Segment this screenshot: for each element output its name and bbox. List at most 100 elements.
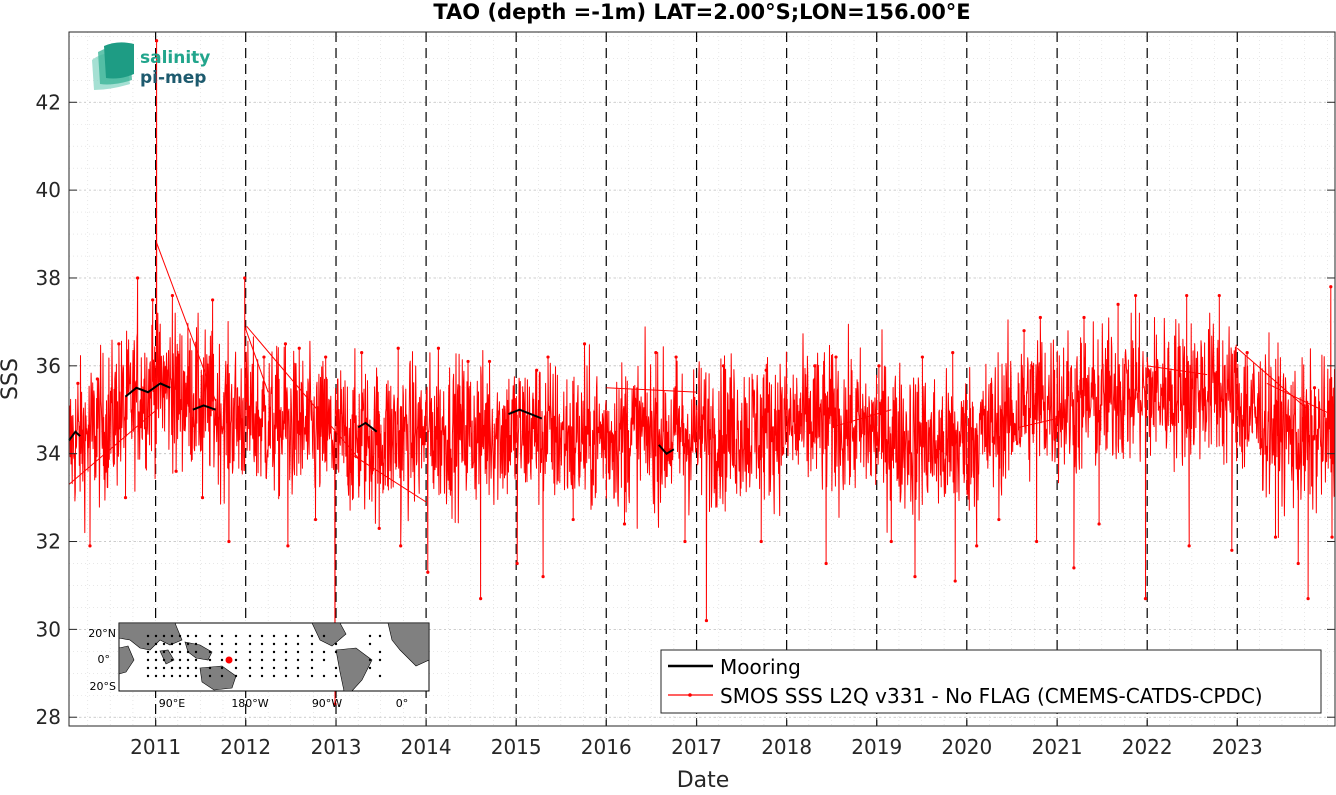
x-tick-label: 2016 [581,735,632,759]
smos-point [1097,522,1101,526]
smos-point [1116,302,1120,306]
smos-point [360,351,364,355]
buoy-dot [334,642,338,646]
buoy-dot [368,666,372,670]
buoy-dot [234,666,238,670]
inset-lon-label: 0° [396,697,409,710]
y-tick-label: 28 [36,705,61,729]
buoy-dot [162,642,166,646]
buoy-dot [296,666,300,670]
buoy-dot [272,650,276,654]
smos-point [95,377,99,381]
buoy-dot [334,666,338,670]
x-axis-label: Date [677,768,730,790]
smos-point [1230,548,1234,552]
smos-point [913,575,917,579]
y-tick-label: 38 [36,266,61,290]
smos-point [123,495,128,500]
buoy-dot [178,634,182,638]
smos-point [1187,544,1191,548]
x-tick-label: 2012 [220,735,271,759]
smos-point [297,346,301,350]
buoy-dot [194,674,198,678]
smos-point [211,298,215,302]
buoy-dot [170,642,174,646]
smos-point [834,355,838,359]
buoy-dot [284,658,288,662]
buoy-dot [194,650,198,654]
buoy-dot [170,650,174,654]
legend-marker-smos [688,693,692,697]
x-tick-label: 2015 [491,735,542,759]
smos-gap-line [244,326,269,393]
buoy-dot [178,674,182,678]
buoy-dot [322,674,326,678]
buoy-dot [154,650,158,654]
buoy-dot [208,658,212,662]
buoy-dot [194,658,198,662]
smos-point [1306,597,1310,601]
buoy-dot [186,674,190,678]
buoy-dot [334,650,338,654]
buoy-dot [186,650,190,654]
smos-point [324,355,328,359]
mooring-series-line [192,404,216,411]
mooring-series-line [508,408,543,420]
smos-point [487,359,492,364]
buoy-dot [220,666,224,670]
buoy-dot [170,674,174,678]
buoy-dot [272,658,276,662]
buoy-dot [220,634,224,638]
smos-point [920,355,924,359]
buoy-dot [368,658,372,662]
logo-text-pimep: pi-mep [140,68,206,88]
smos-point [535,368,539,372]
smos-gap-line [350,453,427,503]
buoy-dot [170,666,174,670]
buoy-dot [186,658,190,662]
smos-point [889,539,893,544]
buoy-dot [296,674,300,678]
buoy-dot [284,666,288,670]
buoy-dot [310,634,314,638]
smos-point [515,561,519,566]
smos-point [1245,351,1249,355]
buoy-dot [260,658,264,662]
y-tick-label: 40 [36,178,61,202]
buoy-dot [296,634,300,638]
smos-point [377,526,381,530]
y-tick-label: 34 [36,442,61,466]
smos-gap-line [1266,382,1332,415]
y-tick-label: 30 [36,617,61,641]
buoy-dot [234,634,238,638]
smos-gap-line [1019,418,1058,428]
logo-wave-icon [92,42,134,90]
buoy-dot [234,658,238,662]
buoy-dot [208,674,212,678]
legend-label-mooring: Mooring [720,655,801,679]
buoy-dot [162,658,166,662]
buoy-dot [208,650,212,654]
smos-point [1143,597,1148,601]
smos-point [283,342,288,346]
year-lines [155,32,1238,726]
smos-gap-line [246,325,359,459]
buoy-dot [248,634,252,638]
buoy-dot [178,650,182,654]
smos-point [1217,293,1221,298]
smos-point [1329,285,1333,289]
smos-point [721,364,726,368]
buoy-dot [146,674,150,678]
x-tick-label: 2023 [1212,735,1263,759]
smos-point [1185,293,1189,298]
buoy-dot [368,634,372,638]
buoy-dot [194,666,198,670]
buoy-dot [178,666,182,670]
mooring-series-line [658,444,675,455]
buoy-dot [146,658,150,662]
x-axis: 2011 2012 2013 2014 2015 2016 2017 2018 2019 2020… [130,718,1263,759]
buoy-dot [186,666,190,670]
buoy-dot [248,642,252,646]
buoy-dot [368,642,372,646]
